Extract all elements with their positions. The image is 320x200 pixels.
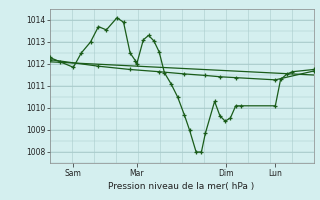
X-axis label: Pression niveau de la mer( hPa ): Pression niveau de la mer( hPa ) — [108, 182, 255, 191]
